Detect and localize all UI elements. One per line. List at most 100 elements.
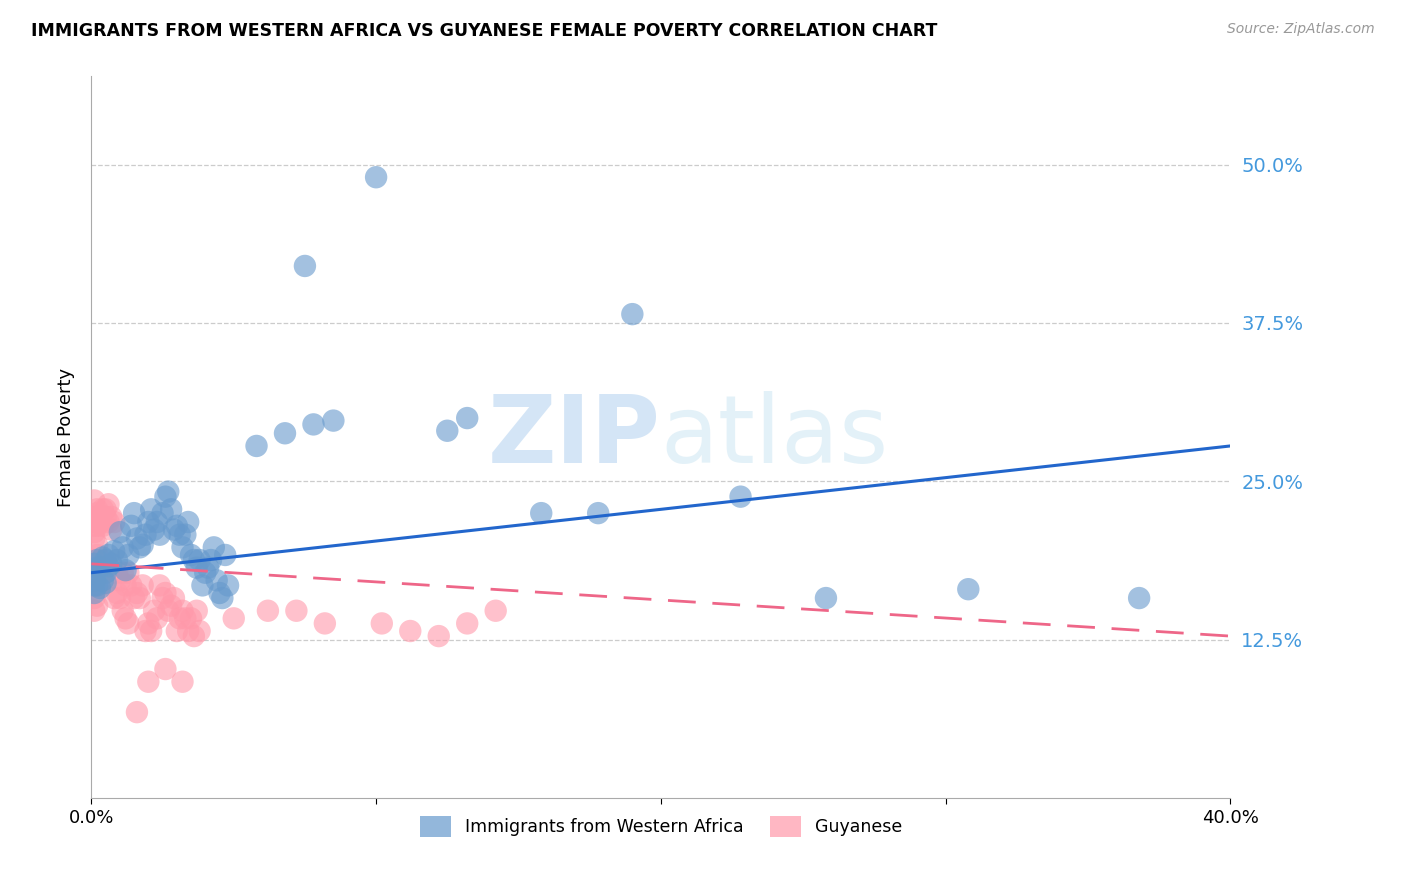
Point bbox=[103, 515, 125, 529]
Point bbox=[91, 574, 114, 588]
Point bbox=[122, 591, 145, 605]
Point bbox=[180, 548, 202, 562]
Point bbox=[83, 604, 105, 618]
Point bbox=[100, 510, 122, 524]
Point bbox=[111, 541, 134, 555]
Point bbox=[94, 553, 117, 567]
Point bbox=[86, 548, 108, 562]
Point bbox=[177, 624, 200, 638]
Point bbox=[149, 578, 172, 592]
Point bbox=[114, 611, 136, 625]
Point bbox=[172, 541, 194, 555]
Point bbox=[114, 578, 136, 592]
Point bbox=[91, 502, 114, 516]
Point bbox=[86, 560, 108, 574]
Point bbox=[186, 560, 208, 574]
Point bbox=[97, 548, 120, 562]
Point bbox=[214, 548, 236, 562]
Point bbox=[86, 506, 108, 520]
Point bbox=[94, 566, 117, 580]
Point bbox=[83, 510, 105, 524]
Point bbox=[172, 604, 194, 618]
Point bbox=[100, 557, 122, 571]
Point bbox=[105, 566, 128, 580]
Point bbox=[322, 414, 344, 428]
Point bbox=[205, 574, 228, 588]
Point bbox=[186, 604, 208, 618]
Point bbox=[155, 662, 177, 676]
Point bbox=[97, 515, 120, 529]
Point bbox=[125, 532, 148, 546]
Point bbox=[117, 566, 139, 580]
Point bbox=[621, 307, 644, 321]
Point bbox=[83, 532, 105, 546]
Point bbox=[169, 527, 191, 541]
Point bbox=[105, 553, 128, 567]
Point bbox=[160, 599, 183, 613]
Point bbox=[814, 591, 837, 605]
Point bbox=[160, 502, 183, 516]
Point bbox=[138, 515, 160, 529]
Point bbox=[83, 557, 105, 571]
Point bbox=[94, 510, 117, 524]
Point bbox=[202, 541, 225, 555]
Point bbox=[134, 624, 156, 638]
Point bbox=[108, 525, 131, 540]
Point bbox=[89, 578, 111, 592]
Point bbox=[1128, 591, 1150, 605]
Text: atlas: atlas bbox=[661, 391, 889, 483]
Point bbox=[86, 599, 108, 613]
Point bbox=[143, 604, 166, 618]
Point bbox=[94, 575, 117, 590]
Point bbox=[211, 591, 233, 605]
Point bbox=[141, 502, 163, 516]
Point bbox=[152, 506, 174, 520]
Point bbox=[177, 515, 200, 529]
Point bbox=[134, 527, 156, 541]
Point bbox=[83, 518, 105, 533]
Point bbox=[94, 502, 117, 516]
Point bbox=[197, 560, 219, 574]
Point bbox=[427, 629, 450, 643]
Point bbox=[125, 705, 148, 719]
Point bbox=[120, 578, 142, 592]
Point bbox=[208, 586, 231, 600]
Point bbox=[122, 506, 145, 520]
Point bbox=[83, 578, 105, 592]
Point bbox=[103, 544, 125, 558]
Point bbox=[188, 553, 211, 567]
Point bbox=[146, 515, 169, 529]
Point bbox=[456, 411, 478, 425]
Point bbox=[86, 578, 108, 592]
Point bbox=[89, 581, 111, 595]
Point bbox=[86, 538, 108, 552]
Point bbox=[143, 523, 166, 537]
Point bbox=[957, 582, 980, 597]
Point bbox=[200, 553, 222, 567]
Point bbox=[83, 574, 105, 588]
Point bbox=[294, 259, 316, 273]
Y-axis label: Female Poverty: Female Poverty bbox=[56, 368, 75, 507]
Point bbox=[174, 527, 197, 541]
Point bbox=[166, 518, 188, 533]
Point bbox=[149, 527, 172, 541]
Point bbox=[83, 525, 105, 540]
Point bbox=[89, 566, 111, 580]
Point bbox=[399, 624, 422, 638]
Legend: Immigrants from Western Africa, Guyanese: Immigrants from Western Africa, Guyanese bbox=[413, 809, 908, 844]
Point bbox=[163, 591, 186, 605]
Point bbox=[131, 538, 153, 552]
Point bbox=[114, 563, 136, 577]
Point bbox=[131, 578, 153, 592]
Point bbox=[91, 518, 114, 533]
Point bbox=[436, 424, 458, 438]
Point bbox=[83, 515, 105, 529]
Point bbox=[217, 578, 239, 592]
Point bbox=[274, 426, 297, 441]
Point bbox=[174, 611, 197, 625]
Point bbox=[86, 566, 108, 580]
Point bbox=[86, 553, 108, 567]
Point bbox=[138, 616, 160, 631]
Point bbox=[120, 518, 142, 533]
Point bbox=[152, 591, 174, 605]
